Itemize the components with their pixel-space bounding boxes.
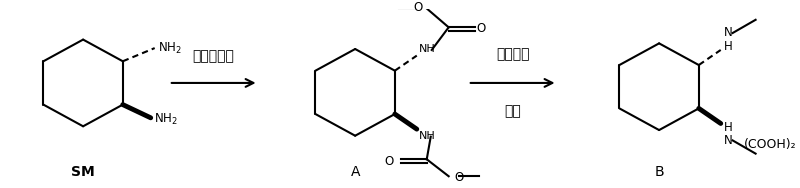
Text: O: O (413, 1, 422, 14)
Text: O: O (454, 171, 464, 184)
Text: H: H (724, 121, 733, 134)
Text: 氢化铝锂: 氢化铝锂 (496, 48, 530, 62)
Text: 氯甲酸甲酯: 氯甲酸甲酯 (193, 50, 234, 64)
Text: (COOH)₂: (COOH)₂ (744, 138, 797, 151)
Text: NH: NH (418, 131, 435, 141)
Text: O: O (477, 22, 486, 35)
Text: N: N (724, 134, 733, 147)
Text: O: O (384, 155, 394, 168)
Text: A: A (350, 164, 360, 179)
Text: SM: SM (71, 164, 95, 179)
Text: NH$_2$: NH$_2$ (154, 112, 178, 127)
Text: H: H (724, 40, 733, 53)
Text: B: B (654, 164, 664, 179)
Text: NH: NH (418, 44, 435, 54)
Text: NH$_2$: NH$_2$ (158, 41, 182, 56)
Text: N: N (724, 27, 733, 39)
Text: 草酸: 草酸 (504, 104, 521, 118)
